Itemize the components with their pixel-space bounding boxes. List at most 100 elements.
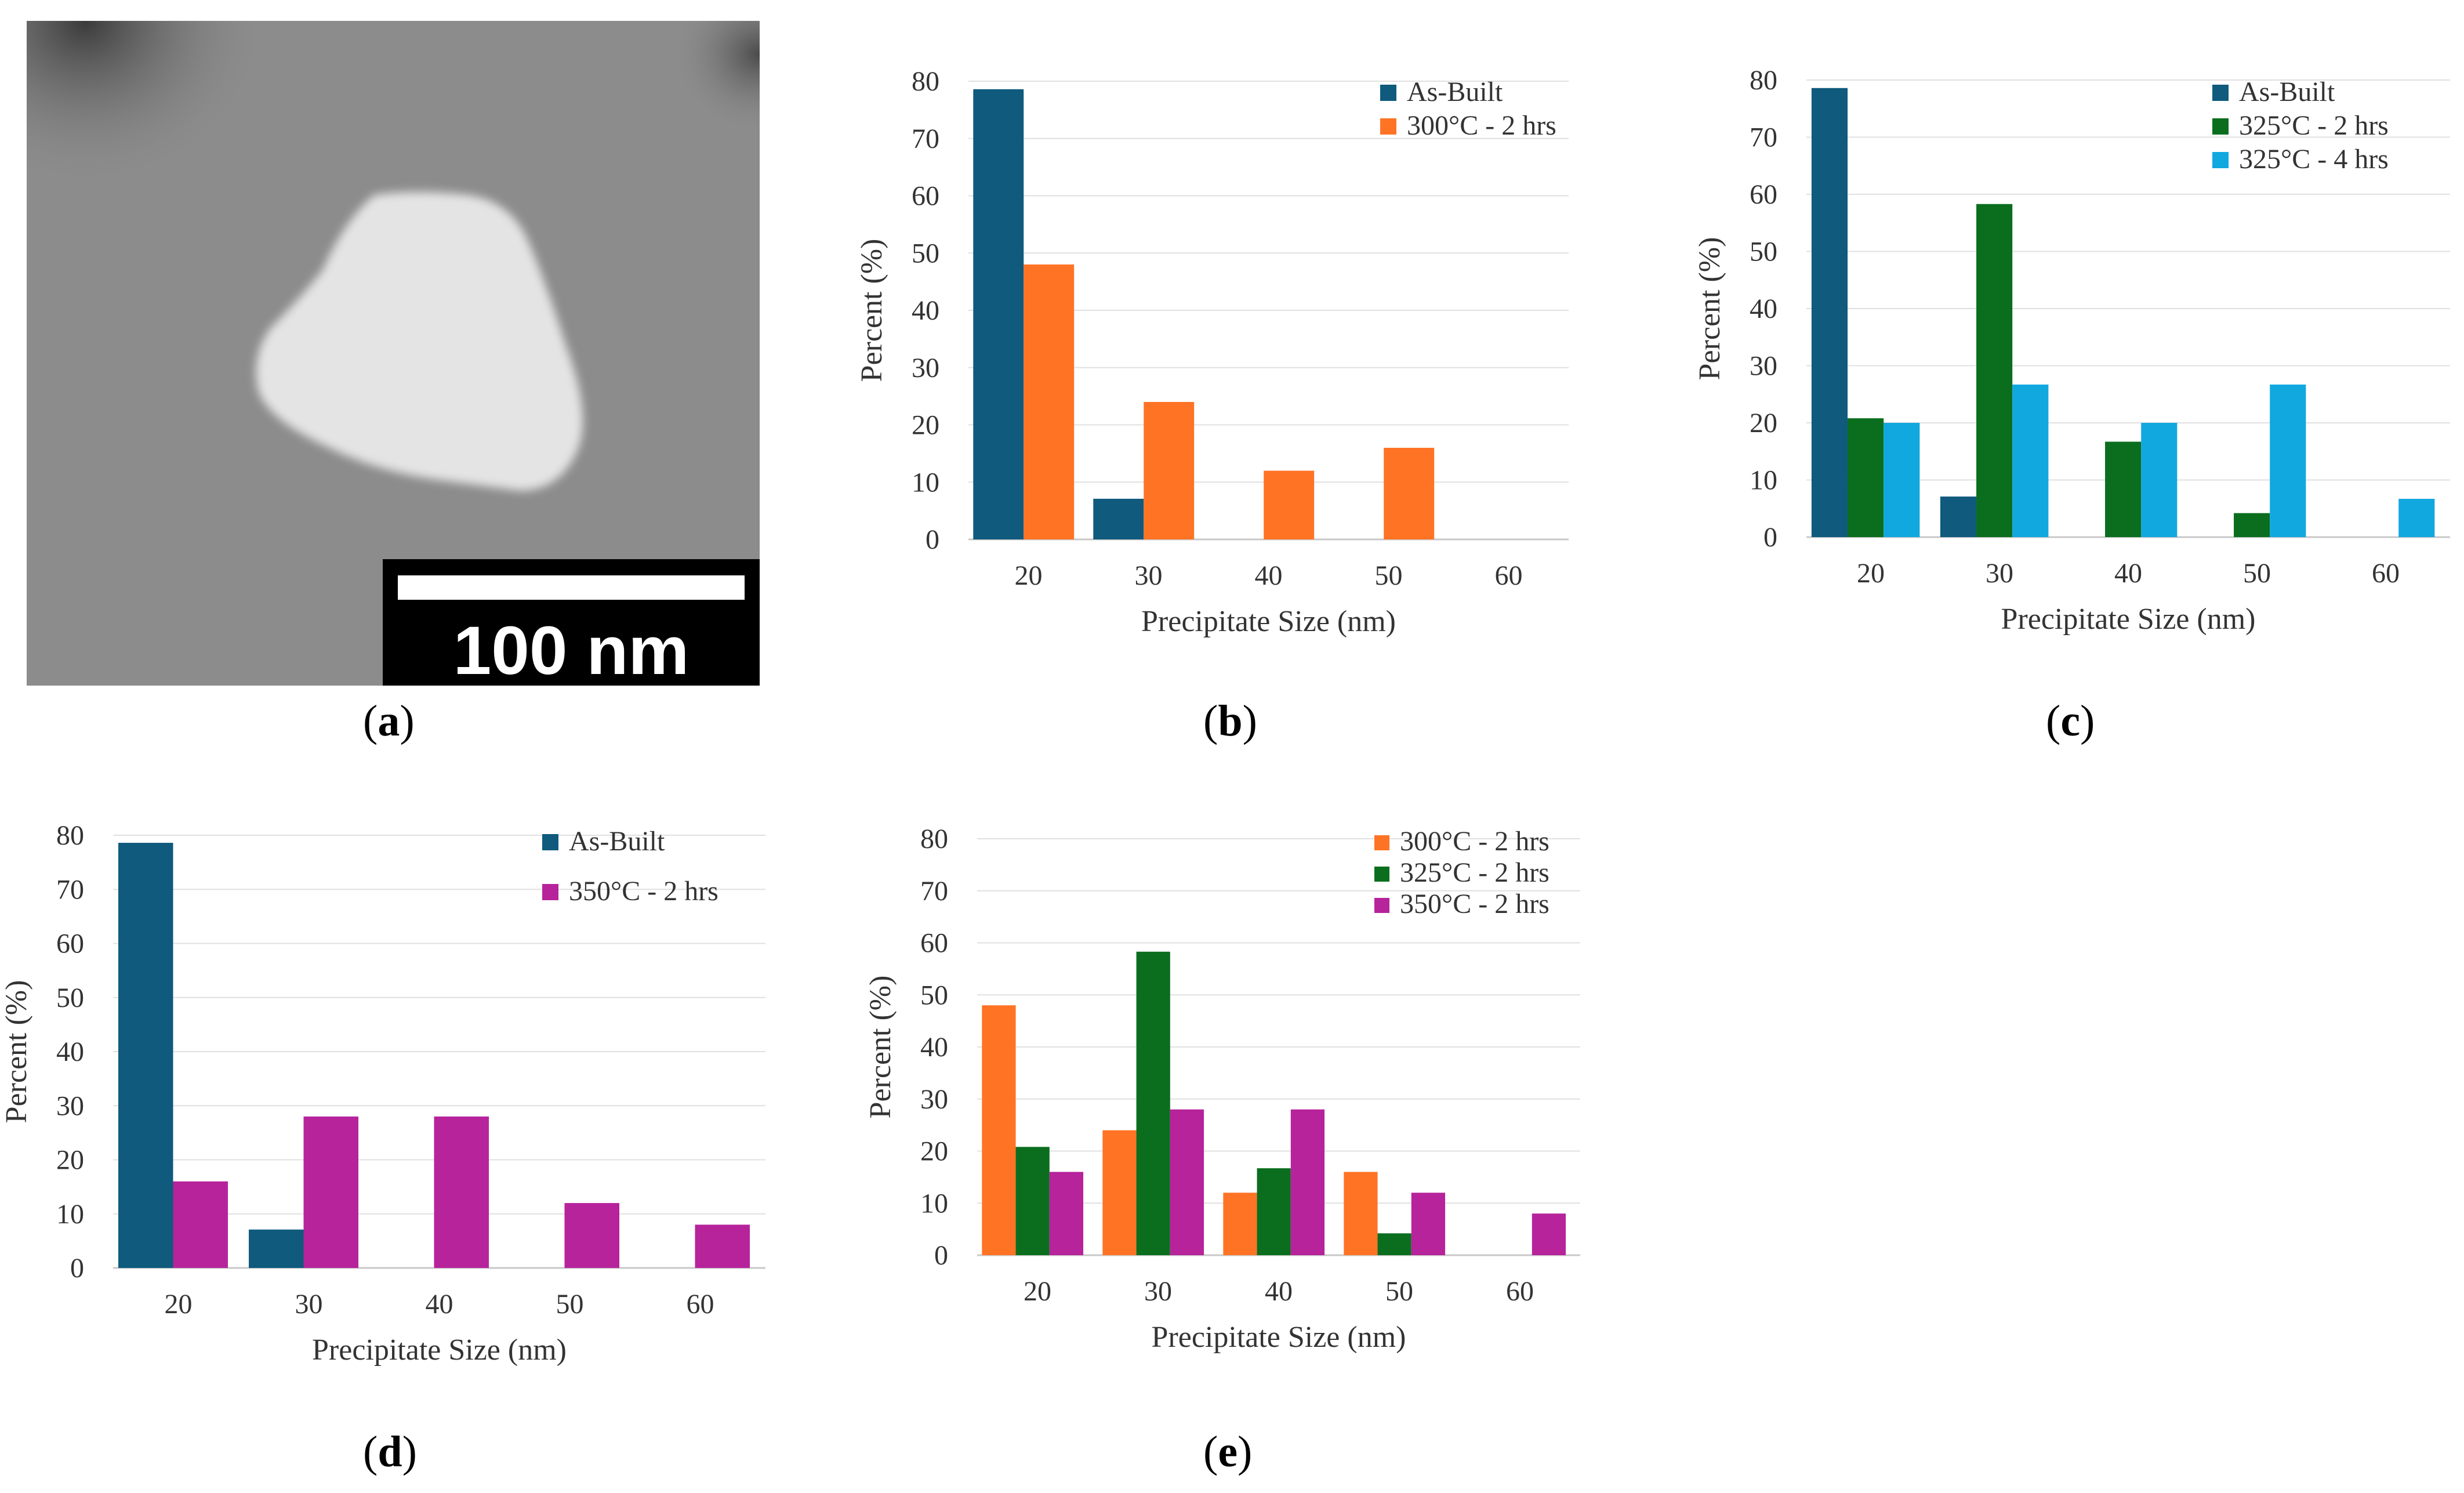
bar-t325_2-30 <box>1976 204 2013 537</box>
y-tick-label: 70 <box>56 874 84 905</box>
y-tick-label: 40 <box>56 1037 84 1067</box>
legend-label: 325°C - 2 hrs <box>2239 110 2389 141</box>
legend-label: 350°C - 2 hrs <box>569 876 718 907</box>
x-tick-label: 30 <box>295 1289 323 1320</box>
x-tick-label: 20 <box>1024 1276 1051 1307</box>
y-tick-label: 20 <box>920 1136 948 1167</box>
y-tick-label: 60 <box>1750 179 1777 210</box>
label-c-letter: c <box>2060 697 2081 745</box>
bar-t350-50 <box>564 1203 619 1268</box>
bar-t350-30 <box>303 1116 358 1268</box>
label-a-letter: a <box>378 697 400 745</box>
bar-t325_2-20 <box>1015 1147 1050 1255</box>
bar-t350-30 <box>1170 1109 1204 1255</box>
y-tick-label: 40 <box>1750 293 1777 324</box>
bar-t300-30 <box>1144 402 1195 539</box>
legend-swatch <box>2212 118 2229 135</box>
legend-label: 300°C - 2 hrs <box>1400 826 1549 857</box>
bar-t325_4-60 <box>2398 499 2435 537</box>
y-tick-label: 20 <box>56 1145 84 1176</box>
y-tick-label: 30 <box>912 353 939 383</box>
label-c: (c) <box>2046 697 2095 745</box>
legend-label: As-Built <box>2239 77 2335 107</box>
legend-swatch <box>2212 152 2229 168</box>
y-tick-label: 30 <box>1750 351 1777 382</box>
legend-swatch <box>542 834 558 850</box>
x-tick-label: 30 <box>1144 1276 1172 1307</box>
bar-t350-40 <box>434 1116 489 1268</box>
x-tick-label: 50 <box>2243 558 2271 589</box>
y-tick-label: 10 <box>56 1199 84 1230</box>
micrograph-image: 100 nm <box>27 21 760 689</box>
chart-c-svg: 0 10 20 30 40 50 60 70 80 20 30 40 50 60 Precipitate S… <box>1693 65 2450 636</box>
bar-t325_2-40 <box>2105 441 2142 537</box>
y-tick-label: 20 <box>912 410 939 441</box>
chart-b: 0 10 20 30 40 50 60 70 80 20 30 40 50 60 Precipitate S… <box>829 12 1630 673</box>
legend-swatch <box>542 884 558 900</box>
legend-label: As-Built <box>1407 77 1503 107</box>
x-tick-label: 40 <box>426 1289 453 1320</box>
legend-swatch <box>1380 85 1396 101</box>
scale-bar-label: 100 nm <box>453 613 690 689</box>
scale-bar-line <box>398 575 745 600</box>
bar-as_built-20 <box>973 89 1024 539</box>
x-tick-label: 60 <box>1495 560 1523 591</box>
chart-d: 0 10 20 30 40 50 60 70 80 20 30 40 50 60 Precipitate S… <box>0 800 800 1386</box>
y-tick-label: 60 <box>912 181 939 212</box>
x-tick-label: 50 <box>556 1289 584 1320</box>
y-tick-label: 70 <box>912 124 939 154</box>
legend-label: As-Built <box>569 826 665 857</box>
bar-t325_2-30 <box>1136 951 1170 1255</box>
y-tick-label: 0 <box>1763 522 1777 553</box>
bar-t300-40 <box>1223 1193 1257 1255</box>
y-tick-label: 0 <box>70 1253 84 1284</box>
x-tick-label: 50 <box>1375 560 1403 591</box>
bar-as_built-30 <box>1093 498 1144 539</box>
bar-t300-50 <box>1384 448 1435 539</box>
y-tick-label: 40 <box>912 295 939 326</box>
chart-e-svg: 0 10 20 30 40 50 60 70 80 20 30 40 50 60 Precipitate S… <box>864 824 1580 1354</box>
y-axis-title: Percent (%) <box>864 976 897 1119</box>
y-tick-label: 80 <box>920 824 948 854</box>
bar-t300-20 <box>1024 264 1075 539</box>
y-tick-label: 20 <box>1750 408 1777 439</box>
y-tick-label: 50 <box>56 983 84 1013</box>
x-tick-label: 30 <box>1135 560 1163 591</box>
bar-t300-50 <box>1344 1172 1378 1255</box>
chart-d-svg: 0 10 20 30 40 50 60 70 80 20 30 40 50 60 Precipitate S… <box>0 820 765 1367</box>
x-tick-label: 20 <box>1857 558 1885 589</box>
bar-t350-60 <box>695 1224 750 1268</box>
bar-t325_4-50 <box>2270 385 2306 537</box>
y-tick-label: 70 <box>920 876 948 907</box>
x-tick-label: 40 <box>1265 1276 1293 1307</box>
y-tick-label: 50 <box>912 238 939 269</box>
bar-as_built-30 <box>1940 497 1977 537</box>
x-axis-title: Precipitate Size (nm) <box>312 1333 567 1367</box>
bar-t325_4-20 <box>1884 423 1920 537</box>
bar-t300-30 <box>1102 1130 1137 1255</box>
y-tick-label: 70 <box>1750 122 1777 153</box>
bar-t325_2-20 <box>1848 418 1884 537</box>
bar-as_built-20 <box>118 843 173 1268</box>
x-tick-label: 60 <box>2372 558 2400 589</box>
y-axis-title: Percent (%) <box>855 239 888 382</box>
label-e-letter: e <box>1218 1427 1238 1476</box>
legend-swatch <box>1374 898 1389 913</box>
y-tick-label: 40 <box>920 1032 948 1063</box>
legend-label: 300°C - 2 hrs <box>1407 110 1556 141</box>
legend-label: 350°C - 2 hrs <box>1400 889 1549 919</box>
y-tick-label: 30 <box>920 1084 948 1115</box>
x-tick-label: 50 <box>1385 1276 1413 1307</box>
bar-t350-60 <box>1532 1213 1566 1255</box>
y-axis-title: Percent (%) <box>0 980 33 1124</box>
chart-e: 0 10 20 30 40 50 60 70 80 20 30 40 50 60 Precipitate S… <box>864 812 1630 1363</box>
bar-t300-40 <box>1264 470 1315 539</box>
label-d-letter: d <box>378 1427 402 1476</box>
y-tick-label: 0 <box>926 524 939 555</box>
y-tick-label: 10 <box>1750 465 1777 496</box>
bar-t350-50 <box>1411 1193 1446 1255</box>
y-tick-label: 10 <box>912 467 939 498</box>
label-d: (d) <box>363 1427 417 1476</box>
label-b: (b) <box>1203 697 1257 745</box>
bar-t300-20 <box>982 1005 1016 1255</box>
